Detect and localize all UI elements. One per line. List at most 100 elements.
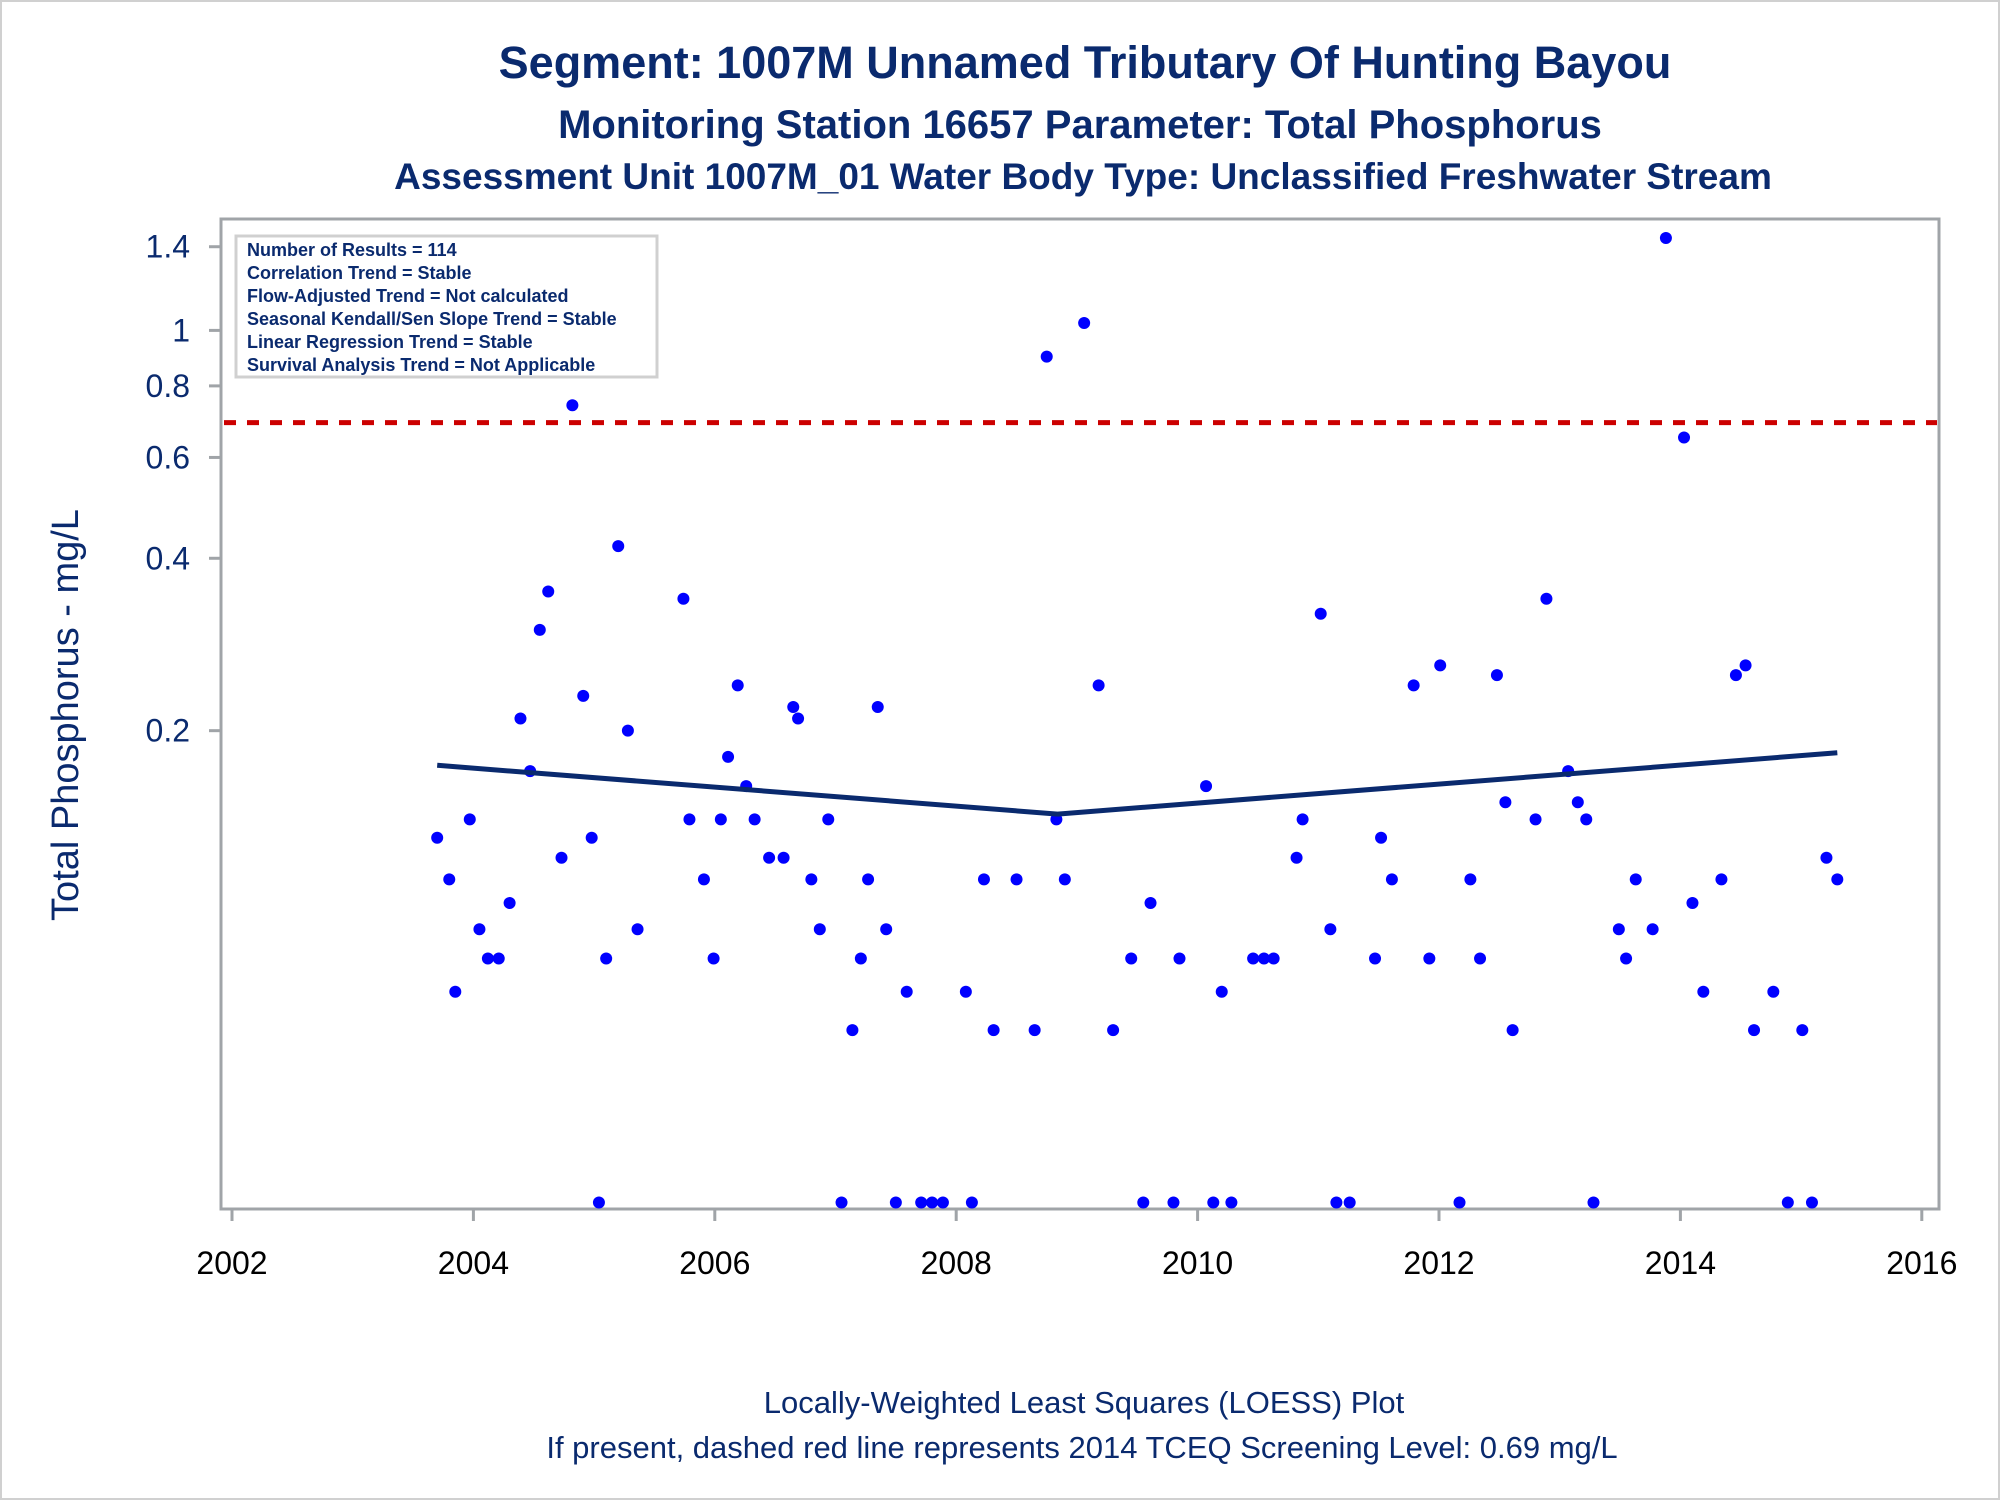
data-point [1207, 1196, 1220, 1209]
data-point [566, 399, 579, 412]
data-point [777, 851, 790, 864]
data-point [514, 712, 527, 725]
chart-title: Segment: 1007M Unnamed Tributary Of Hunt… [499, 37, 1672, 88]
x-tick-label: 2016 [1886, 1245, 1957, 1281]
data-point [1375, 831, 1388, 844]
data-point [1324, 923, 1337, 936]
legend-line: Survival Analysis Trend = Not Applicable [247, 355, 595, 375]
data-point [1540, 592, 1553, 605]
data-point [577, 689, 590, 702]
legend-line: Correlation Trend = Stable [247, 263, 472, 283]
data-point [787, 700, 800, 713]
data-point [1506, 1024, 1519, 1037]
y-axis-label: Total Phosphorus - mg/L [45, 509, 87, 921]
data-point [805, 873, 818, 886]
x-tick-label: 2006 [679, 1245, 750, 1281]
data-point [1678, 431, 1691, 444]
data-point [1805, 1196, 1818, 1209]
data-point [915, 1196, 928, 1209]
data-point [1629, 873, 1642, 886]
data-point [621, 724, 634, 737]
data-point [854, 952, 867, 965]
data-point [880, 923, 893, 936]
data-point [822, 813, 835, 826]
data-point [1831, 873, 1844, 886]
data-point [977, 873, 990, 886]
data-point [1144, 897, 1157, 910]
data-point [1767, 985, 1780, 998]
legend-line: Number of Results = 114 [247, 240, 457, 260]
data-point [1290, 851, 1303, 864]
y-tick-label: 1.4 [146, 229, 190, 265]
data-point [1781, 1196, 1794, 1209]
data-point [683, 813, 696, 826]
data-point [1453, 1196, 1466, 1209]
data-point [1729, 669, 1742, 682]
x-tick-label: 2010 [1162, 1245, 1233, 1281]
data-point [965, 1196, 978, 1209]
data-point [1474, 952, 1487, 965]
data-point [1107, 1024, 1120, 1037]
x-tick-label: 2008 [921, 1245, 992, 1281]
legend-line: Flow-Adjusted Trend = Not calculated [247, 286, 569, 306]
legend-box [234, 234, 659, 379]
data-point [533, 623, 546, 636]
data-point [443, 873, 456, 886]
x-tick-label: 2014 [1645, 1245, 1716, 1281]
data-point [1739, 659, 1752, 672]
data-point [1464, 873, 1477, 886]
data-point [1028, 1024, 1041, 1037]
data-point [1385, 873, 1398, 886]
data-point [555, 851, 568, 864]
data-point [1343, 1196, 1356, 1209]
data-point [763, 851, 776, 864]
data-point [542, 585, 555, 598]
x-tick-label: 2004 [438, 1245, 509, 1281]
data-point [1715, 873, 1728, 886]
data-point [1407, 679, 1420, 692]
data-point [748, 813, 761, 826]
data-point [1434, 659, 1447, 672]
data-point [503, 897, 516, 910]
legend-line: Seasonal Kendall/Sen Slope Trend = Stabl… [247, 309, 617, 329]
chart-subtitle: Monitoring Station 16657 Parameter: Tota… [558, 103, 1602, 147]
data-point [1587, 1196, 1600, 1209]
x-tick-label: 2002 [196, 1245, 267, 1281]
data-point [1748, 1024, 1761, 1037]
footnote-1: Locally-Weighted Least Squares (LOESS) P… [764, 1385, 1405, 1420]
data-point [481, 952, 494, 965]
data-point [1058, 873, 1071, 886]
data-point [1257, 952, 1270, 965]
data-point [1092, 679, 1105, 692]
data-point [1167, 1196, 1180, 1209]
data-point [1078, 317, 1091, 330]
data-point [900, 985, 913, 998]
data-point [1620, 952, 1633, 965]
data-point [1200, 780, 1213, 793]
data-point [612, 540, 625, 553]
data-point [1314, 607, 1327, 620]
data-point [1247, 952, 1260, 965]
data-point [1612, 923, 1625, 936]
data-point [871, 700, 884, 713]
data-point [431, 831, 444, 844]
data-point [1820, 851, 1833, 864]
data-point [1423, 952, 1436, 965]
legend-line: Linear Regression Trend = Stable [247, 332, 533, 352]
x-tick-label: 2012 [1403, 1245, 1474, 1281]
data-point [707, 952, 720, 965]
data-point [1215, 985, 1228, 998]
data-point [1529, 813, 1542, 826]
data-point [1267, 952, 1280, 965]
y-tick-label: 0.4 [146, 540, 190, 576]
data-point [592, 1196, 605, 1209]
data-point [1796, 1024, 1809, 1037]
data-point [1137, 1196, 1150, 1209]
data-point [936, 1196, 949, 1209]
y-tick-label: 0.2 [146, 713, 190, 749]
data-point [792, 712, 805, 725]
data-point [1490, 669, 1503, 682]
data-point [631, 923, 644, 936]
